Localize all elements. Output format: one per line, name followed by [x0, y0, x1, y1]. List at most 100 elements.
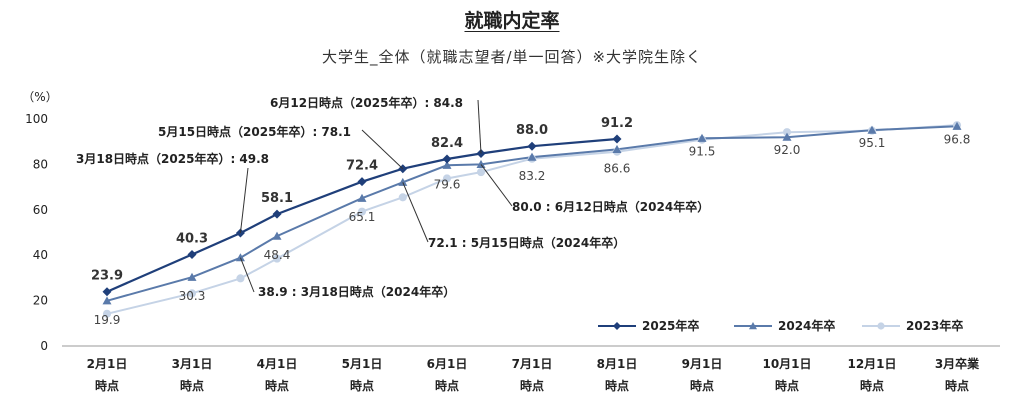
data-label-2024: 95.1 [859, 136, 886, 150]
x-tick-label: 時点 [95, 378, 119, 393]
callout-leader [361, 129, 404, 170]
data-point [398, 193, 407, 202]
x-tick-label: 時点 [775, 378, 799, 393]
data-point [357, 193, 367, 202]
callout-2025-may15: 5月15日時点（2025年卒）: 78.1 [158, 124, 351, 139]
data-label-2025: 72.4 [346, 159, 378, 174]
data-point [398, 177, 408, 186]
callout-leader [477, 99, 482, 154]
data-label-2025: 58.1 [261, 191, 293, 206]
data-point [952, 121, 962, 130]
x-tick-label: 3月1日 [172, 357, 213, 371]
x-tick-label: 時点 [180, 378, 204, 393]
data-point [236, 274, 245, 283]
data-point [102, 287, 112, 297]
data-point [187, 250, 197, 260]
callout-2024-mar18: 38.9 : 3月18日時点（2024年卒） [258, 284, 455, 299]
x-tick-label: 時点 [435, 378, 459, 393]
callout-leader [402, 182, 429, 243]
x-tick-label: 時点 [605, 378, 629, 393]
series-line [106, 137, 618, 293]
y-axis-label: （%） [22, 90, 57, 104]
data-label-2024: 96.8 [944, 132, 971, 146]
data-point [476, 168, 486, 177]
x-tick-label: 時点 [520, 378, 544, 393]
data-point [527, 141, 537, 151]
x-tick-label: 9月1日 [682, 357, 723, 371]
x-tick-label: 2月1日 [87, 357, 128, 371]
x-tick-label: 時点 [350, 378, 374, 393]
y-tick-label: 20 [33, 294, 48, 308]
data-point [442, 154, 452, 164]
data-point [102, 296, 112, 305]
callout-2024-may15: 72.1 : 5月15日時点（2024年卒） [428, 235, 625, 250]
data-point [442, 174, 452, 183]
data-point [613, 322, 621, 330]
data-point [612, 134, 622, 144]
data-point [442, 160, 452, 169]
chart-title: 就職内定率 [464, 10, 560, 32]
data-label-2025: 88.0 [516, 123, 548, 138]
x-tick-label: 8月1日 [597, 357, 638, 371]
y-tick-label: 40 [33, 248, 48, 262]
data-label-2025: 82.4 [431, 136, 463, 151]
callout-2025-mar18: 3月18日時点（2025年卒）: 49.8 [76, 151, 269, 166]
data-point [782, 128, 792, 137]
callout-leader [239, 257, 255, 293]
data-point [697, 133, 707, 142]
data-label-2024: 65.1 [349, 210, 376, 224]
data-point [749, 322, 757, 330]
data-point [102, 309, 112, 318]
data-label-2024: 91.5 [689, 144, 716, 158]
callout-leader [480, 164, 513, 207]
data-point [235, 253, 245, 262]
x-tick-label: 時点 [945, 378, 969, 393]
x-tick-label: 12月1日 [847, 357, 896, 371]
data-point [272, 231, 282, 240]
data-label-2025: 23.9 [91, 269, 123, 284]
data-point [877, 322, 885, 330]
data-label-2024: 86.6 [604, 161, 631, 175]
callout-leader [239, 167, 249, 234]
data-point [187, 272, 197, 281]
legend-label: 2023年卒 [906, 318, 963, 333]
data-point [187, 289, 197, 298]
x-tick-label: 時点 [860, 378, 884, 393]
x-tick-label: 10月1日 [762, 357, 811, 371]
data-point [272, 254, 282, 263]
y-tick-label: 0 [40, 339, 48, 353]
x-tick-label: 6月1日 [427, 357, 468, 371]
data-point [357, 207, 367, 216]
data-label-2024: 19.9 [94, 313, 121, 327]
data-label-2024: 92.0 [774, 143, 801, 157]
data-point [612, 144, 622, 154]
data-label-2024: 79.6 [434, 177, 461, 191]
y-tick-label: 80 [33, 157, 48, 171]
legend-label: 2024年卒 [778, 318, 835, 333]
series-line [106, 125, 958, 302]
series-line [106, 124, 958, 315]
callout-2024-jun12: 80.0 : 6月12日時点（2024年卒） [512, 199, 709, 214]
data-label-2024: 30.3 [179, 289, 206, 303]
data-point [357, 177, 367, 187]
data-point [476, 159, 486, 168]
x-tick-label: 時点 [265, 378, 289, 393]
x-tick-label: 3月卒業 [935, 356, 980, 371]
x-tick-label: 時点 [690, 378, 714, 393]
data-label-2025: 91.2 [601, 116, 633, 131]
data-label-2024: 83.2 [519, 169, 546, 183]
data-point [272, 209, 282, 219]
data-label-2024: 48.4 [264, 248, 291, 262]
callout-2025-jun12: 6月12日時点（2025年卒）: 84.8 [270, 95, 463, 110]
legend-label: 2025年卒 [642, 318, 699, 333]
y-tick-label: 100 [25, 112, 48, 126]
chart-subtitle: 大学生_全体（就職志望者/単一回答）※大学院生除く [321, 48, 703, 66]
x-tick-label: 4月1日 [257, 357, 298, 371]
data-point [527, 152, 537, 161]
data-point [867, 125, 877, 134]
y-tick-label: 60 [33, 203, 48, 217]
x-tick-label: 7月1日 [512, 357, 553, 371]
data-point [782, 132, 792, 141]
x-tick-label: 5月1日 [342, 357, 383, 371]
